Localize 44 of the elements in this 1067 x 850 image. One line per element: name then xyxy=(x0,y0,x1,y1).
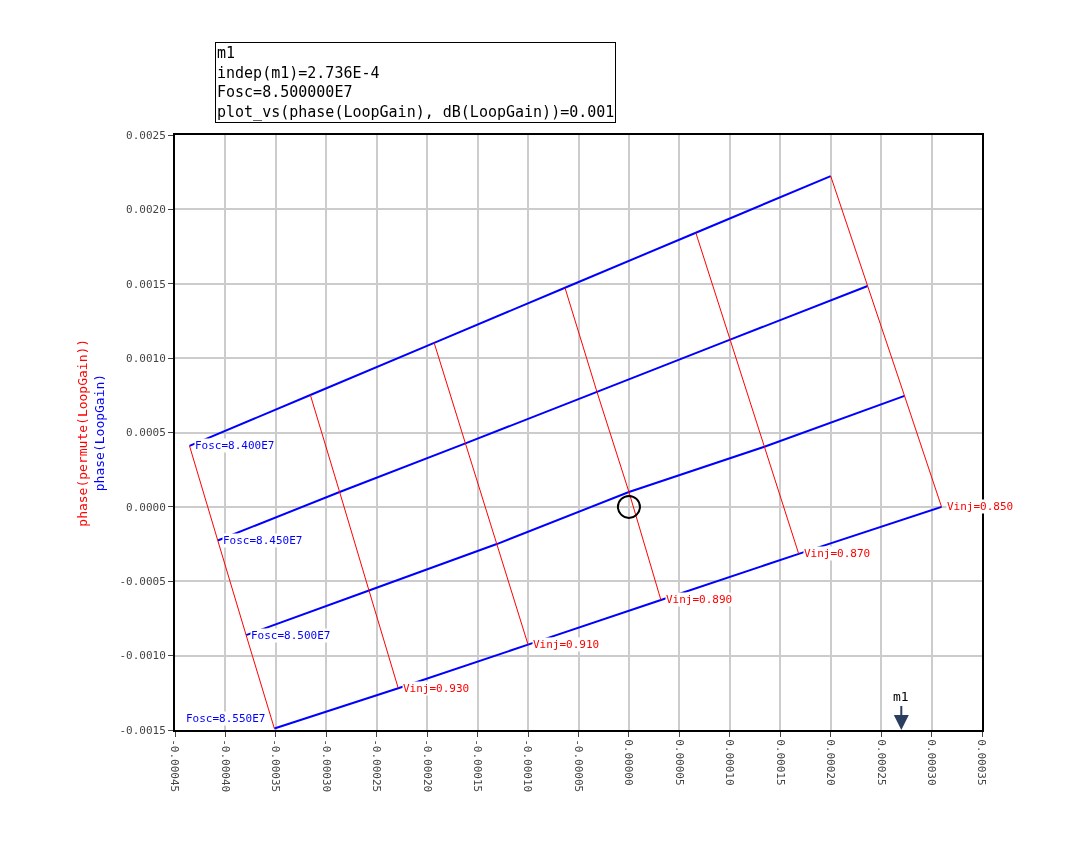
line-series xyxy=(188,175,832,447)
y-tick-label: -0.0015 xyxy=(119,723,166,737)
x-tick-label: 0.00000 xyxy=(622,739,636,786)
y-tick-label: 0.0015 xyxy=(126,277,166,291)
line-series xyxy=(433,342,529,646)
y-tick-label: 0.0005 xyxy=(126,426,166,440)
x-tick-label: -0.00045 xyxy=(168,739,182,793)
x-tick-label: 0.00025 xyxy=(874,739,888,786)
series-label: Fosc=8.550E7 xyxy=(186,712,266,725)
line-series xyxy=(830,175,943,508)
y-tick-label: 0.0010 xyxy=(126,351,166,365)
x-tick-label: -0.00015 xyxy=(471,739,485,793)
y-tick-label: 0.0025 xyxy=(126,128,166,142)
text: phase(permute(LoopGain)) xyxy=(74,338,90,527)
annotation: m1 xyxy=(893,689,909,704)
x-tick-label: 0.00005 xyxy=(672,739,686,786)
series-label: Vinj=0.930 xyxy=(403,682,470,695)
x-tick-label: -0.00020 xyxy=(420,739,434,793)
x-tick-label: -0.00035 xyxy=(269,739,283,793)
x-tick-label: -0.00010 xyxy=(521,739,535,793)
series-label: Vinj=0.890 xyxy=(666,593,733,606)
series-label: Fosc=8.450E7 xyxy=(223,534,303,547)
x-tick-label: 0.00010 xyxy=(723,739,737,786)
x-tick-label: -0.00040 xyxy=(218,739,232,793)
x-tick-label: -0.00025 xyxy=(370,739,384,793)
x-tick-label: 0.00035 xyxy=(975,739,989,786)
y-tick-label: -0.0010 xyxy=(119,649,166,663)
series-label: Vinj=0.910 xyxy=(533,638,600,651)
y-axis-title: phase(LoopGain) xyxy=(91,373,107,492)
x-tick-label: 0.00020 xyxy=(824,739,838,786)
x-tick-label: 0.00030 xyxy=(924,739,938,786)
line-series xyxy=(564,287,662,601)
y-tick-label: -0.0005 xyxy=(119,575,166,589)
x-tick-label: -0.00030 xyxy=(319,739,333,793)
x-tick-label: -0.00005 xyxy=(571,739,585,793)
line-series xyxy=(695,232,800,555)
series-label: Fosc=8.400E7 xyxy=(195,439,275,452)
x-tick-label: 0.00015 xyxy=(773,739,787,786)
text: m1 indep(m1)=2.736E-4 Fosc=8.500000E7 plot_vs(phase(LoopGain), dB(LoopGain))=0.001 xyxy=(217,44,615,121)
series-label: Vinj=0.870 xyxy=(804,547,871,560)
y-tick-label: 0.0020 xyxy=(126,203,166,217)
series-label: Fosc=8.500E7 xyxy=(251,629,331,642)
series-label: Vinj=0.850 xyxy=(947,500,1014,513)
y-tick-label: 0.0000 xyxy=(126,500,166,514)
